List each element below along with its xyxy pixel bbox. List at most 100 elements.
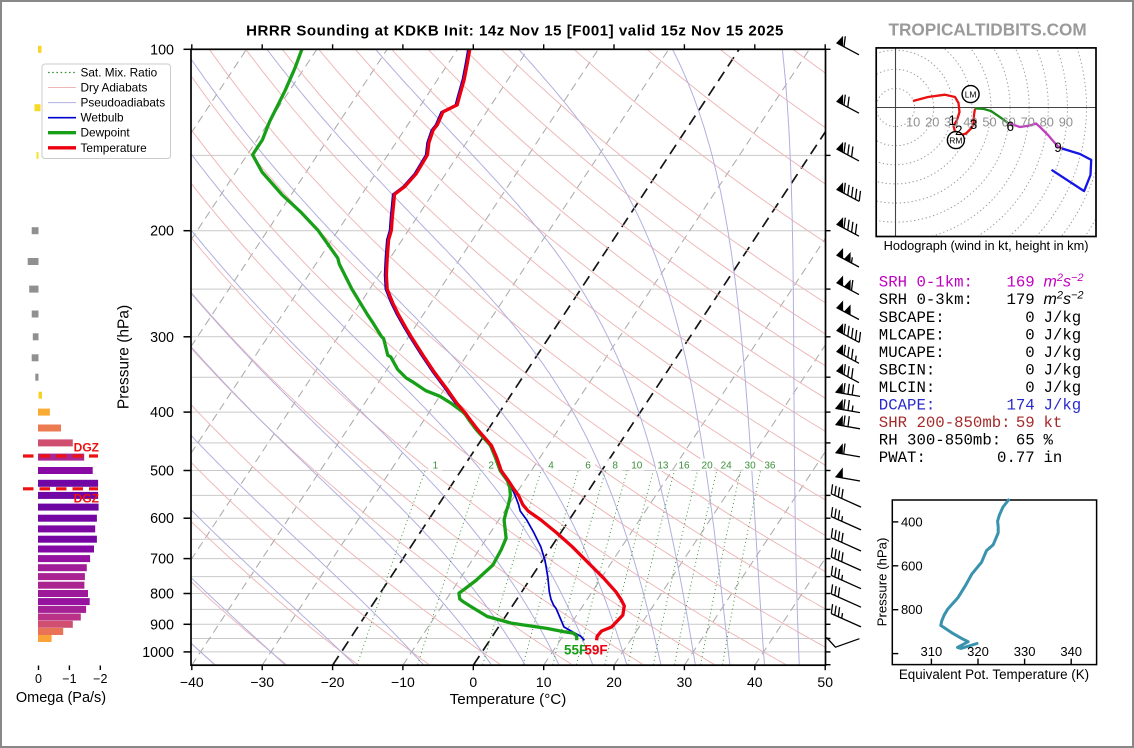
- svg-text:Omega (Pa/s): Omega (Pa/s): [16, 690, 106, 706]
- svg-text:−40: −40: [180, 674, 204, 690]
- svg-text:20: 20: [702, 461, 714, 472]
- svg-text:80: 80: [1040, 114, 1054, 129]
- svg-text:1: 1: [948, 113, 956, 128]
- svg-text:Pressure (hPa): Pressure (hPa): [116, 305, 133, 409]
- svg-text:SHR 200-850mb:: SHR 200-850mb:: [879, 414, 1011, 432]
- svg-text:RH 300-850mb:: RH 300-850mb:: [879, 432, 1001, 450]
- svg-text:LM: LM: [965, 89, 977, 99]
- svg-text:6: 6: [585, 461, 591, 472]
- svg-text:16: 16: [678, 461, 690, 472]
- svg-text:70: 70: [1021, 114, 1035, 129]
- svg-text:0.77: 0.77: [997, 449, 1035, 467]
- svg-text:DCAPE:: DCAPE:: [879, 396, 935, 414]
- svg-text:MLCIN:: MLCIN:: [879, 379, 935, 397]
- svg-text:HRRR Sounding at KDKB Init: 14: HRRR Sounding at KDKB Init: 14z Nov 15 […: [246, 23, 784, 40]
- svg-text:Dewpoint: Dewpoint: [81, 126, 131, 140]
- svg-text:−30: −30: [250, 674, 274, 690]
- svg-text:1: 1: [433, 461, 439, 472]
- svg-text:6: 6: [1007, 119, 1015, 134]
- svg-text:Pressure (hPa): Pressure (hPa): [875, 538, 890, 627]
- svg-text:RM: RM: [949, 135, 962, 145]
- svg-text:−10: −10: [391, 674, 415, 690]
- svg-text:0: 0: [1025, 361, 1034, 379]
- svg-text:300: 300: [150, 330, 174, 346]
- svg-text:DGZ: DGZ: [74, 441, 99, 455]
- svg-text:30: 30: [745, 461, 757, 472]
- svg-text:Hodograph (wind in kt, height: Hodograph (wind in kt, height in km): [884, 238, 1089, 253]
- svg-text:8: 8: [612, 461, 618, 472]
- svg-text:50: 50: [817, 674, 833, 690]
- svg-text:J/kg: J/kg: [1044, 309, 1082, 327]
- svg-text:179: 179: [1006, 291, 1034, 309]
- svg-text:310: 310: [921, 644, 943, 659]
- svg-text:J/kg: J/kg: [1044, 344, 1082, 362]
- svg-text:0: 0: [469, 674, 477, 690]
- svg-text:340: 340: [1060, 644, 1082, 659]
- svg-text:J/kg: J/kg: [1044, 326, 1082, 344]
- svg-text:800: 800: [901, 602, 923, 617]
- svg-text:−2: −2: [93, 672, 107, 686]
- svg-text:10: 10: [906, 114, 920, 129]
- svg-text:0: 0: [1025, 344, 1034, 362]
- svg-text:59: 59: [1016, 414, 1035, 432]
- svg-text:J/kg: J/kg: [1044, 379, 1082, 397]
- svg-text:24: 24: [721, 461, 733, 472]
- svg-text:m2s−2: m2s−2: [1044, 272, 1084, 291]
- svg-text:J/kg: J/kg: [1044, 396, 1082, 414]
- svg-text:Equivalent Pot. Temperature (K: Equivalent Pot. Temperature (K): [899, 667, 1089, 682]
- svg-text:800: 800: [150, 587, 174, 603]
- svg-text:−1: −1: [62, 672, 76, 686]
- svg-text:59F: 59F: [584, 643, 607, 658]
- svg-text:330: 330: [1014, 644, 1036, 659]
- svg-text:55F: 55F: [564, 643, 587, 658]
- svg-text:40: 40: [747, 674, 763, 690]
- svg-text:0: 0: [1025, 326, 1034, 344]
- svg-text:MUCAPE:: MUCAPE:: [879, 344, 945, 362]
- svg-text:MLCAPE:: MLCAPE:: [879, 326, 945, 344]
- svg-text:13: 13: [657, 461, 669, 472]
- svg-text:30: 30: [944, 114, 958, 129]
- svg-text:100: 100: [150, 42, 174, 58]
- svg-text:SBCAPE:: SBCAPE:: [879, 309, 945, 327]
- svg-text:10: 10: [536, 674, 552, 690]
- svg-text:700: 700: [150, 552, 174, 568]
- svg-text:−20: −20: [321, 674, 345, 690]
- svg-text:%: %: [1044, 432, 1054, 450]
- svg-text:SBCIN:: SBCIN:: [879, 361, 935, 379]
- svg-text:PWAT:: PWAT:: [879, 449, 926, 467]
- svg-text:Pseudoadiabats: Pseudoadiabats: [81, 96, 166, 110]
- svg-text:Wetbulb: Wetbulb: [81, 111, 125, 125]
- svg-text:Temperature (°C): Temperature (°C): [450, 691, 567, 708]
- svg-text:10: 10: [631, 461, 643, 472]
- svg-text:600: 600: [150, 511, 174, 527]
- svg-text:20: 20: [925, 114, 939, 129]
- svg-text:9: 9: [1054, 140, 1062, 155]
- svg-text:SRH 0-1km:: SRH 0-1km:: [879, 274, 973, 292]
- svg-text:900: 900: [150, 617, 174, 633]
- svg-text:SRH 0-3km:: SRH 0-3km:: [879, 291, 973, 309]
- svg-text:40: 40: [963, 114, 977, 129]
- svg-text:0: 0: [1025, 309, 1034, 327]
- svg-text:400: 400: [150, 405, 174, 421]
- svg-text:Dry Adiabats: Dry Adiabats: [81, 81, 148, 95]
- svg-text:J/kg: J/kg: [1044, 361, 1082, 379]
- svg-text:65: 65: [1016, 432, 1035, 450]
- svg-text:600: 600: [901, 558, 923, 573]
- svg-text:DGZ: DGZ: [74, 492, 99, 506]
- svg-text:90: 90: [1059, 114, 1073, 129]
- svg-text:30: 30: [677, 674, 693, 690]
- svg-text:Sat. Mix. Ratio: Sat. Mix. Ratio: [81, 66, 158, 80]
- svg-text:36: 36: [764, 461, 776, 472]
- svg-text:in: in: [1044, 449, 1063, 467]
- svg-text:60: 60: [1001, 114, 1015, 129]
- svg-text:TROPICALTIDBITS.COM: TROPICALTIDBITS.COM: [888, 20, 1086, 40]
- svg-text:0: 0: [1025, 379, 1034, 397]
- svg-text:500: 500: [150, 464, 174, 480]
- svg-text:kt: kt: [1044, 414, 1063, 432]
- svg-text:0: 0: [35, 672, 42, 686]
- svg-text:20: 20: [606, 674, 622, 690]
- svg-text:200: 200: [150, 224, 174, 240]
- svg-text:3: 3: [970, 117, 978, 132]
- svg-text:320: 320: [967, 644, 989, 659]
- svg-text:m2s−2: m2s−2: [1044, 290, 1084, 309]
